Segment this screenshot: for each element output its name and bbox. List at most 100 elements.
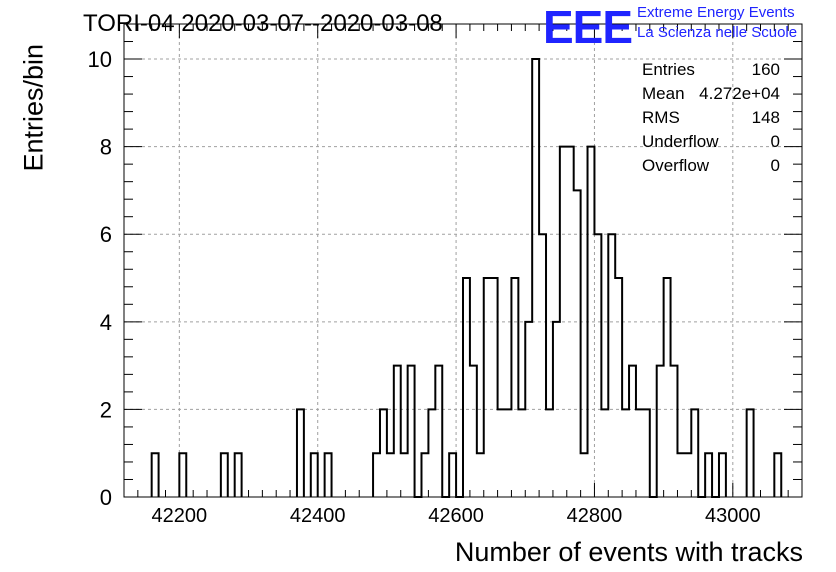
y-tick-label: 0 bbox=[100, 485, 112, 510]
histogram-bin bbox=[684, 453, 691, 497]
histogram-step bbox=[219, 452, 229, 497]
histogram-bin bbox=[671, 366, 678, 497]
histogram-bin bbox=[518, 409, 525, 497]
logo-caption: Extreme Energy Events La Scienza nelle S… bbox=[637, 3, 797, 43]
stats-label: Underflow bbox=[642, 132, 719, 151]
y-tick-label: 10 bbox=[88, 47, 112, 72]
histogram-bin bbox=[394, 366, 401, 497]
histogram-bin bbox=[325, 453, 332, 497]
histogram-bin bbox=[608, 234, 615, 497]
eee-logo: EEE bbox=[543, 1, 633, 53]
stats-label: Mean bbox=[642, 84, 685, 103]
histogram-bin bbox=[221, 453, 228, 497]
x-tick-label: 42400 bbox=[290, 505, 346, 527]
histogram-bin bbox=[532, 59, 539, 497]
histogram-step bbox=[745, 408, 755, 497]
histogram-bin bbox=[297, 409, 304, 497]
tick-labels: 42200 42400 42600 42800 43000 0 2 4 6 8 10 bbox=[88, 47, 761, 527]
histogram-bin bbox=[719, 453, 726, 497]
y-tick-label: 6 bbox=[100, 222, 112, 247]
histogram-bin bbox=[401, 453, 408, 497]
x-tick-label: 43000 bbox=[705, 505, 761, 527]
histogram-bin bbox=[152, 453, 159, 497]
histogram-bin bbox=[498, 409, 505, 497]
stats-value: 148 bbox=[751, 108, 780, 127]
histogram-bin bbox=[408, 366, 415, 497]
chart-title: TORI-04 2020-03-07--2020-03-08 bbox=[83, 10, 443, 37]
histogram-bin bbox=[477, 453, 484, 497]
histogram-bin bbox=[581, 453, 588, 497]
histogram-step bbox=[309, 452, 319, 497]
stats-row-rms: RMS 148 bbox=[642, 108, 780, 132]
histogram-bin bbox=[677, 453, 684, 497]
histogram-bin bbox=[705, 453, 712, 497]
histogram-bin bbox=[615, 278, 622, 497]
histogram-bin bbox=[235, 453, 242, 497]
histogram-bin bbox=[664, 278, 671, 497]
histogram-bin bbox=[311, 453, 318, 497]
histogram-step bbox=[233, 452, 243, 497]
histogram-step bbox=[178, 452, 188, 497]
histogram-bin bbox=[470, 366, 477, 497]
histogram-bin bbox=[567, 147, 574, 497]
histogram-bin bbox=[387, 453, 394, 497]
histogram-bin bbox=[643, 409, 650, 497]
histogram-bin bbox=[435, 366, 442, 497]
histogram-bin bbox=[546, 409, 553, 497]
histogram-bin bbox=[179, 453, 186, 497]
stats-value: 160 bbox=[751, 60, 780, 79]
stats-row-underflow: Underflow 0 bbox=[642, 132, 780, 156]
histogram-bin bbox=[601, 409, 608, 497]
histogram-bin bbox=[428, 409, 435, 497]
x-tick-label: 42800 bbox=[567, 505, 623, 527]
stats-row-overflow: Overflow 0 bbox=[642, 156, 780, 180]
histogram-bin bbox=[774, 453, 781, 497]
x-tick-label: 42600 bbox=[428, 505, 484, 527]
stats-label: Overflow bbox=[642, 156, 710, 175]
stats-value: 0 bbox=[770, 132, 780, 151]
histogram-bin bbox=[484, 278, 491, 497]
histogram-bin bbox=[539, 234, 546, 497]
histogram-step bbox=[150, 452, 160, 497]
histogram-bin bbox=[594, 234, 601, 497]
histogram-step bbox=[323, 452, 333, 497]
stats-box: Entries 160 Mean 4.272e+04 RMS 148 Under… bbox=[642, 60, 780, 180]
y-tick-label: 8 bbox=[100, 135, 112, 160]
logo-caption-line2: La Scienza nelle Scuole bbox=[637, 24, 798, 41]
x-tick-label: 42200 bbox=[152, 505, 208, 527]
histogram-bin bbox=[574, 190, 581, 497]
histogram-bin bbox=[380, 409, 387, 497]
histogram-bin bbox=[449, 453, 456, 497]
stats-label: RMS bbox=[642, 108, 680, 127]
x-axis-label: Number of events with tracks bbox=[454, 537, 803, 567]
y-axis-label: Entries/bin bbox=[18, 43, 49, 172]
histogram-bin bbox=[636, 409, 643, 497]
histogram-bin bbox=[691, 409, 698, 497]
logo-caption-line1: Extreme Energy Events bbox=[637, 4, 795, 21]
histogram-step bbox=[372, 58, 727, 498]
histogram-bin bbox=[622, 409, 629, 497]
histogram-bin bbox=[491, 278, 498, 497]
histogram-bin bbox=[747, 409, 754, 497]
histogram-step bbox=[295, 408, 305, 497]
histogram-bin bbox=[463, 278, 470, 497]
histogram-bin bbox=[560, 147, 567, 497]
histogram-bin bbox=[511, 278, 518, 497]
stats-label: Entries bbox=[642, 60, 695, 79]
y-tick-label: 4 bbox=[100, 310, 112, 335]
histogram-bin bbox=[629, 366, 636, 497]
histogram-bin bbox=[505, 409, 512, 497]
histogram-bin bbox=[421, 453, 428, 497]
histogram-step bbox=[773, 452, 783, 497]
stats-row-entries: Entries 160 bbox=[642, 60, 780, 84]
stats-row-mean: Mean 4.272e+04 bbox=[642, 84, 780, 108]
histogram-bin bbox=[588, 147, 595, 497]
histogram-bin bbox=[553, 322, 560, 497]
stats-value: 0 bbox=[770, 156, 780, 175]
y-tick-label: 2 bbox=[100, 397, 112, 422]
histogram-bins bbox=[150, 58, 783, 498]
histogram-bin bbox=[525, 322, 532, 497]
histogram-bin bbox=[373, 453, 380, 497]
stats-value: 4.272e+04 bbox=[699, 84, 780, 103]
